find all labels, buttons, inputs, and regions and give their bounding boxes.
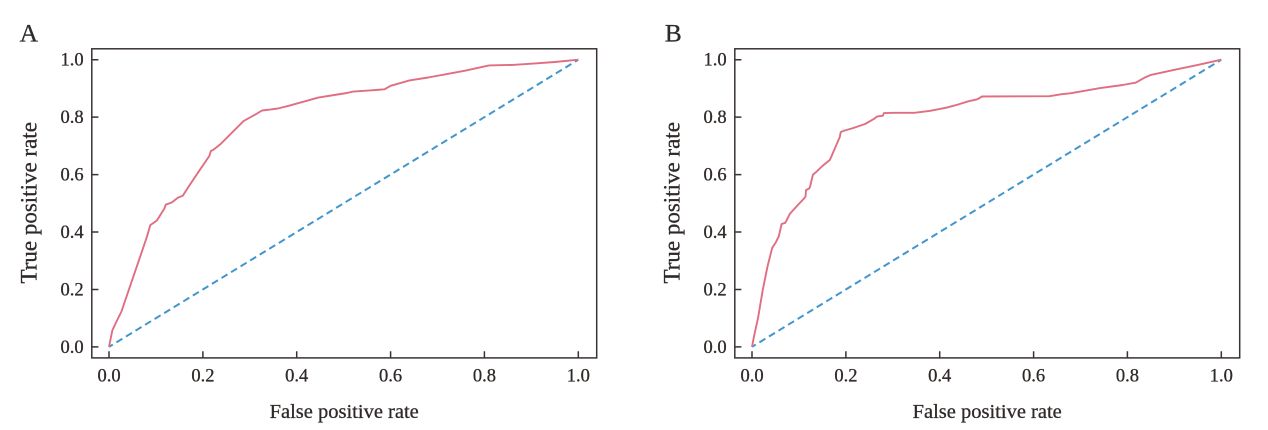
svg-text:0.0: 0.0 — [97, 367, 120, 387]
svg-text:1.0: 1.0 — [567, 367, 590, 387]
svg-text:0.2: 0.2 — [60, 281, 83, 301]
svg-text:A: A — [20, 19, 39, 48]
svg-text:1.0: 1.0 — [1210, 367, 1233, 387]
svg-text:1.0: 1.0 — [703, 51, 726, 71]
svg-text:0.0: 0.0 — [60, 338, 83, 358]
svg-text:True positive rate: True positive rate — [660, 122, 685, 283]
svg-text:0.6: 0.6 — [1022, 367, 1045, 387]
svg-text:0.4: 0.4 — [703, 223, 726, 243]
svg-text:0.8: 0.8 — [703, 108, 726, 128]
svg-text:0.6: 0.6 — [703, 166, 726, 186]
svg-text:False positive rate: False positive rate — [913, 401, 1062, 423]
svg-text:0.4: 0.4 — [285, 367, 308, 387]
svg-text:0.6: 0.6 — [60, 166, 83, 186]
svg-text:0.0: 0.0 — [703, 338, 726, 358]
svg-text:0.4: 0.4 — [60, 223, 83, 243]
svg-text:1.0: 1.0 — [60, 51, 83, 71]
svg-text:0.2: 0.2 — [834, 367, 857, 387]
svg-text:B: B — [665, 19, 682, 48]
svg-text:True positive rate: True positive rate — [17, 122, 42, 283]
svg-text:0.8: 0.8 — [1116, 367, 1139, 387]
svg-text:0.0: 0.0 — [740, 367, 763, 387]
svg-text:0.2: 0.2 — [703, 281, 726, 301]
svg-text:False positive rate: False positive rate — [270, 401, 419, 423]
svg-text:0.4: 0.4 — [928, 367, 951, 387]
svg-text:0.8: 0.8 — [60, 108, 83, 128]
svg-text:0.6: 0.6 — [379, 367, 402, 387]
svg-text:0.8: 0.8 — [473, 367, 496, 387]
svg-text:0.2: 0.2 — [191, 367, 214, 387]
